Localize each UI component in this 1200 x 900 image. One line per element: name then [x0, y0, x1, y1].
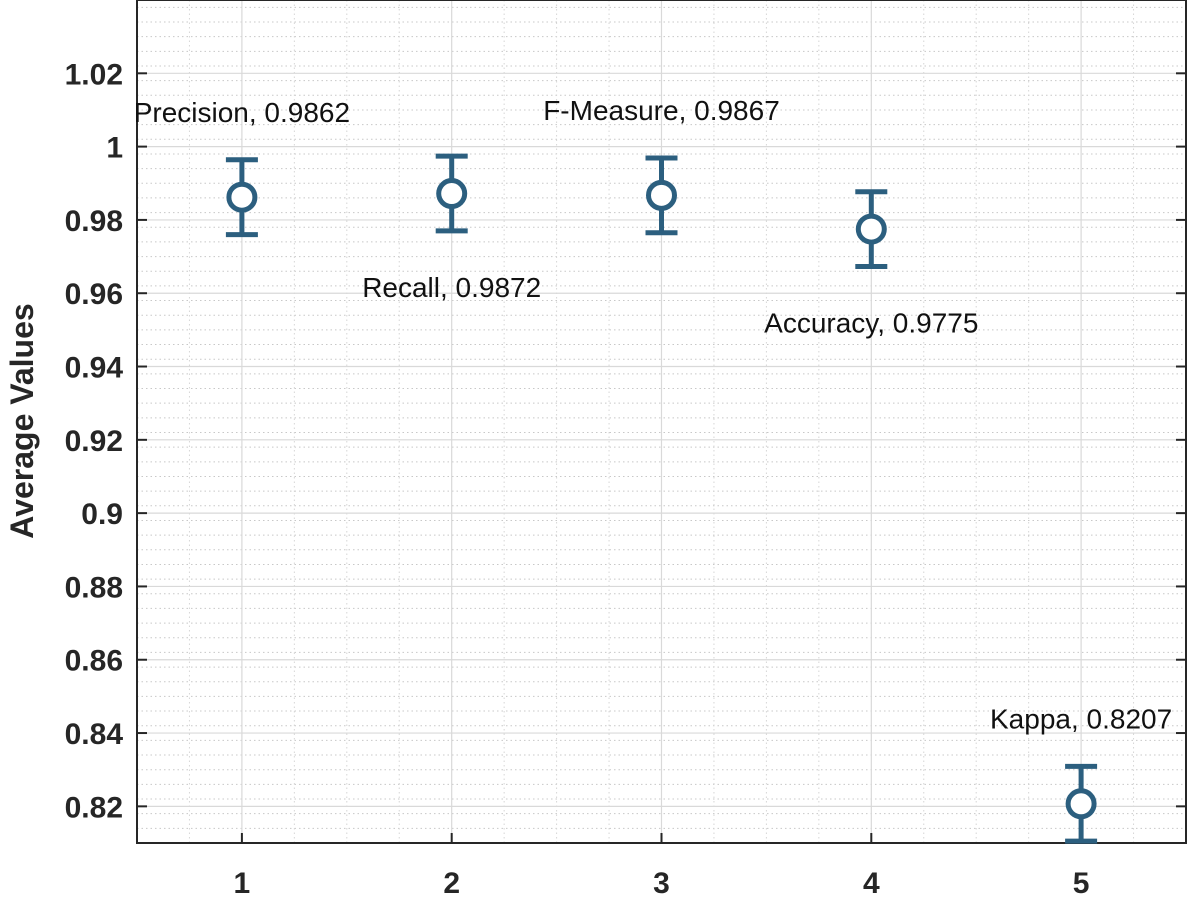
x-tick-label: 5 — [1073, 867, 1090, 900]
y-axis: 0.82 0.84 0.86 0.88 0.9 0.92 0.94 0.96 0.98 1 1.02 — [65, 58, 1186, 824]
data-point — [435, 153, 468, 234]
y-tick-label: 0.84 — [65, 718, 124, 751]
x-tick-label: 2 — [443, 867, 460, 900]
x-tick-label: 4 — [863, 867, 880, 900]
y-axis-title: Average Values — [4, 303, 40, 538]
data-point — [855, 189, 888, 269]
point-label: Accuracy, 0.9775 — [764, 307, 978, 338]
y-tick-label: 0.86 — [65, 645, 123, 678]
point-label: Precision, 0.9862 — [134, 97, 350, 128]
data-points — [225, 153, 1098, 844]
y-tick-label: 0.88 — [65, 571, 123, 604]
y-tick-label: 0.9 — [81, 498, 123, 531]
point-marker — [646, 179, 677, 211]
data-point — [645, 155, 678, 236]
y-tick-label: 0.92 — [65, 425, 123, 458]
x-axis: 1 2 3 4 5 — [234, 833, 1090, 900]
y-tick-label: 1 — [106, 132, 123, 165]
data-point — [1065, 763, 1098, 844]
x-tick-label: 1 — [234, 867, 251, 900]
point-marker — [855, 213, 887, 245]
y-tick-label: 0.82 — [65, 791, 123, 824]
point-label: Recall, 0.9872 — [362, 272, 541, 303]
y-tick-label: 0.94 — [65, 352, 124, 385]
point-label: F-Measure, 0.9867 — [543, 95, 780, 126]
point-marker — [226, 181, 258, 213]
point-marker — [1065, 788, 1097, 820]
point-labels: Precision, 0.9862 Recall, 0.9872 F-Measure… — [134, 95, 1172, 734]
point-marker — [436, 178, 468, 210]
y-tick-label: 0.96 — [65, 278, 123, 311]
major-grid — [137, 0, 1186, 843]
x-tick-label: 3 — [653, 867, 670, 900]
data-point — [225, 157, 258, 238]
y-tick-label: 1.02 — [65, 58, 123, 91]
point-label: Kappa, 0.8207 — [990, 703, 1172, 734]
minor-grid — [136, 0, 1187, 844]
y-tick-label: 0.98 — [65, 205, 123, 238]
